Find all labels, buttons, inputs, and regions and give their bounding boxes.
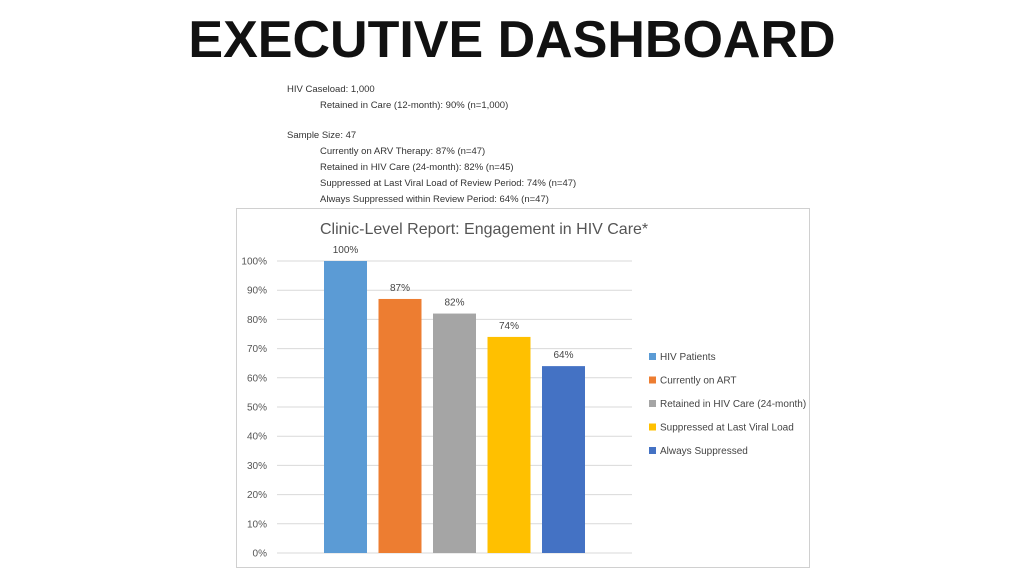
y-tick-label: 90% [247,286,267,297]
retained-24-text: Retained in HIV Care (24-month): 82% (n=… [320,162,514,173]
legend: HIV Patients Currently on ART Retained in … [649,352,806,457]
chart-title: Clinic-Level Report: Engagement in HIV C… [320,221,648,238]
bars [324,261,585,553]
y-tick-label: 50% [247,403,267,414]
legend-swatch [649,400,656,407]
y-tick-label: 80% [247,315,267,326]
bar-4 [487,336,531,553]
bar-2 [378,298,422,553]
y-tick-label: 0% [253,549,268,560]
suppressed-last-text: Suppressed at Last Viral Load of Review … [320,178,577,189]
data-label: 64% [553,350,573,361]
data-label: 100% [333,245,359,256]
page-title: EXECUTIVE DASHBOARD [188,11,836,69]
y-tick-label: 10% [247,519,267,530]
data-label: 74% [499,321,519,332]
y-tick-label: 30% [247,461,267,472]
data-labels: 100% 87% 82% 74% 64% [333,245,574,361]
bar-3 [433,313,476,553]
y-tick-label: 60% [247,373,267,384]
legend-swatch [649,423,656,431]
legend-entry: Currently on ART [660,376,737,387]
always-suppressed-text: Always Suppressed within Review Period: … [320,194,549,205]
bar-1 [324,261,367,553]
sample-size-text: Sample Size: 47 [287,130,357,141]
data-label: 82% [444,298,464,309]
bar-chart: Clinic-Level Report: Engagement in HIV C… [241,221,806,560]
legend-swatch [649,376,656,384]
summary-stats: HIV Caseload: 1,000 Retained in Care (12… [287,82,576,208]
data-label: 87% [390,283,410,294]
retained-12-text: Retained in Care (12-month): 90% (n=1,00… [320,100,509,111]
y-tick-label: 40% [247,432,267,443]
legend-entry: Retained in HIV Care (24-month) [660,399,806,410]
y-tick-label: 20% [247,490,267,501]
y-tick-label: 70% [247,344,267,355]
legend-swatch [649,447,656,454]
bar-5 [542,366,585,553]
chart-panel: Clinic-Level Report: Engagement in HIV C… [236,208,810,568]
on-arv-text: Currently on ARV Therapy: 87% (n=47) [320,146,486,157]
y-tick-label: 100% [241,257,267,268]
legend-entry: Suppressed at Last Viral Load [660,423,794,434]
legend-swatch [649,353,656,360]
y-axis-ticks: 0% 10% 20% 30% 40% 50% 60% 70% 80% 90% 100% [241,257,267,560]
legend-entry: HIV Patients [660,352,716,363]
legend-entry: Always Suppressed [660,446,748,457]
caseload-text: HIV Caseload: 1,000 [287,84,375,95]
